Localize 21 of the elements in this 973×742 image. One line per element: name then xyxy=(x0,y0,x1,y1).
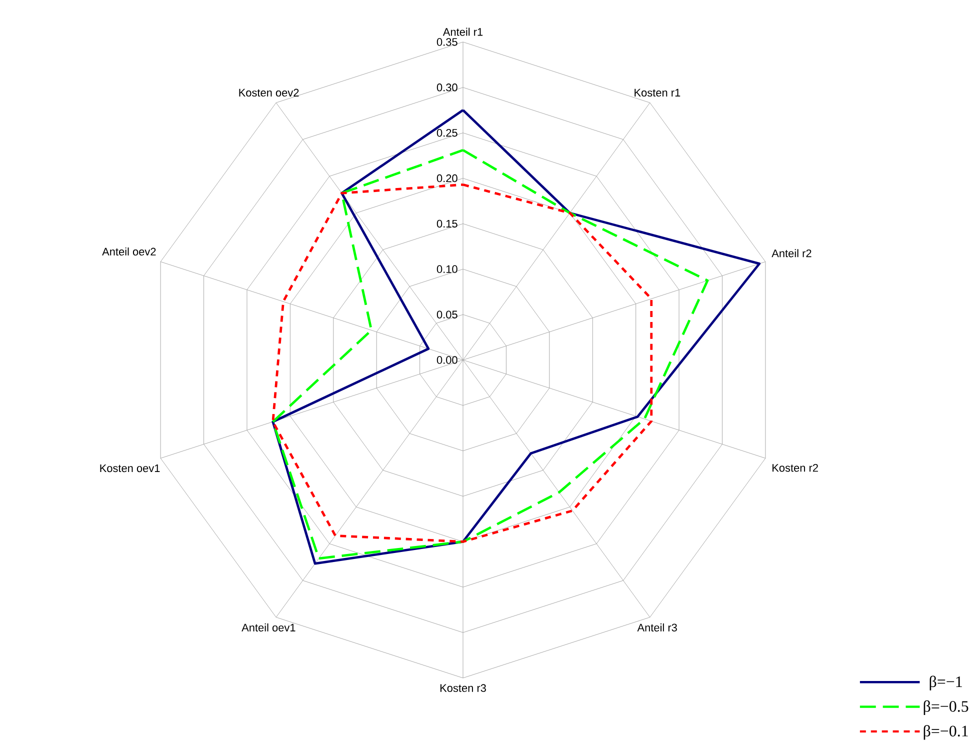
y-tick-label: 0.15 xyxy=(436,220,458,228)
spoke-label: Anteil oev2 xyxy=(102,248,156,256)
legend-label: β=−1 xyxy=(930,676,962,690)
y-tick-label: 0.05 xyxy=(436,310,458,318)
spoke-label: Kosten oev2 xyxy=(239,88,299,97)
legend-label: β=−0.5 xyxy=(924,700,968,716)
spoke-label: Anteil r2 xyxy=(772,249,812,258)
spoke-label: Kosten r3 xyxy=(440,684,486,692)
legend-label: β=−0.1 xyxy=(924,725,968,740)
y-tick-label: 0.25 xyxy=(436,128,458,137)
y-tick-label: 0.10 xyxy=(436,265,458,274)
spoke-label: Kosten oev1 xyxy=(100,464,160,472)
y-tick-label: 0.30 xyxy=(436,84,458,92)
spoke-label: Anteil oev1 xyxy=(242,623,296,632)
y-tick-label: 0.20 xyxy=(436,174,458,182)
y-tick-label: 0.00 xyxy=(436,356,458,364)
y-tick-label: 0.35 xyxy=(436,38,458,46)
spoke-label: Kosten r2 xyxy=(772,464,818,472)
spoke-label: Anteil r1 xyxy=(442,28,483,36)
spoke-label: Anteil r3 xyxy=(637,623,677,632)
spoke-label: Kosten r1 xyxy=(634,88,680,97)
